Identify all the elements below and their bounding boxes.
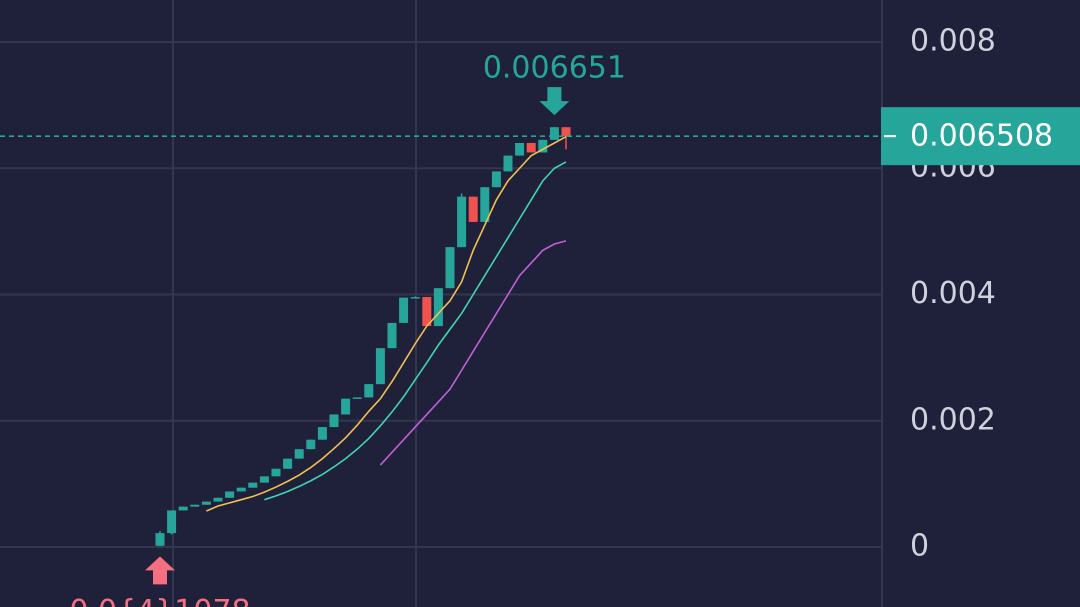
candle-body	[387, 322, 397, 349]
candle-body	[283, 458, 293, 469]
last-price-box	[881, 107, 1080, 166]
high-arrow	[539, 87, 570, 116]
low-arrow	[145, 556, 175, 585]
candle-body	[515, 142, 525, 156]
y-tick-label: 0.002	[910, 402, 996, 437]
candle-body	[178, 506, 188, 511]
candle-body	[167, 510, 177, 534]
candle-body	[155, 533, 165, 546]
candle-body	[294, 449, 304, 459]
candle-body	[271, 468, 281, 477]
candle-body	[341, 398, 351, 415]
high-label: 0.006651	[483, 51, 626, 86]
candle-body	[364, 384, 374, 398]
candle-body	[259, 476, 269, 483]
candle-body	[491, 171, 501, 188]
candle-body	[480, 187, 490, 222]
moving-average-line	[206, 135, 567, 512]
candle-body	[190, 504, 200, 507]
candle-body	[201, 501, 211, 505]
candle-body	[248, 482, 258, 488]
candle-body	[213, 497, 223, 502]
candle-body	[549, 127, 559, 140]
moving-average-line	[379, 240, 567, 466]
marks	[155, 127, 571, 547]
candle-body	[526, 142, 536, 153]
candle-body	[410, 297, 420, 299]
candle-body	[538, 139, 548, 153]
y-tick-label: 0	[910, 529, 929, 564]
candle-body	[457, 196, 467, 248]
candle-body	[317, 427, 327, 440]
candle-body	[225, 491, 235, 498]
candle-body	[561, 127, 571, 137]
last-price-label: 0.006508	[910, 119, 1053, 154]
candle-body	[352, 397, 362, 399]
y-tick-label: 0.008	[910, 23, 996, 58]
moving-average-line	[264, 161, 567, 501]
y-tick-label: 0.004	[910, 276, 996, 311]
candle-body	[306, 439, 316, 450]
low-label: 0.0{4}1078	[69, 594, 250, 607]
candle-body	[468, 196, 478, 222]
candle-body	[236, 487, 246, 492]
candle-body	[375, 348, 385, 385]
candle-body	[399, 297, 409, 323]
candle-body	[422, 297, 432, 327]
candle-body	[433, 288, 443, 327]
candle-body	[503, 155, 513, 172]
overlay: 0.006508 0.006651 0.0{4}1078	[0, 51, 1080, 607]
candle-body	[329, 414, 339, 428]
candle-body	[445, 247, 455, 289]
